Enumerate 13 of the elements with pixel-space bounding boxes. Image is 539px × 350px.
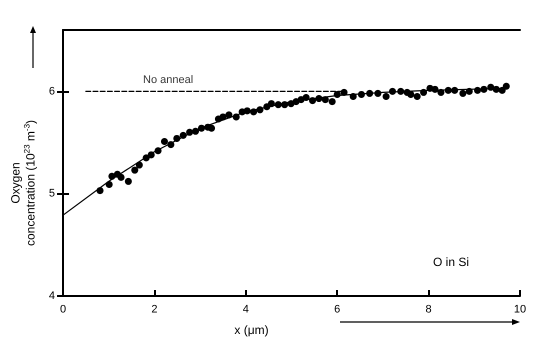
x-tick-label: 4 <box>242 304 249 316</box>
x-tick-label: 10 <box>514 304 526 316</box>
x-tick-label: 8 <box>426 304 432 316</box>
y-tick-label: 6 <box>48 85 56 98</box>
annotation: O in Si <box>432 255 470 269</box>
y-axis-title: Oxygen concentration (1023 m-3) <box>8 120 38 246</box>
y-tick-label: 5 <box>48 188 56 200</box>
annotation: No anneal <box>143 74 194 86</box>
x-tick-label: 6 <box>334 304 340 316</box>
x-tick-label: 2 <box>151 304 158 316</box>
y-tick-label: 4 <box>48 290 56 302</box>
x-tick-label: 0 <box>60 304 66 316</box>
x-axis-title: x (μm) <box>234 323 269 337</box>
